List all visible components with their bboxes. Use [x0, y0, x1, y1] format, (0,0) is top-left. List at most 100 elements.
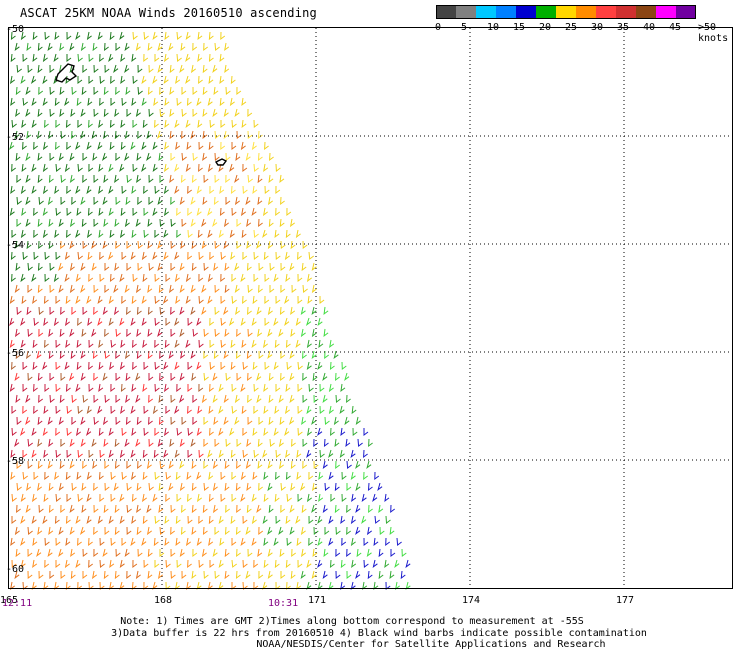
- wind-barb: [164, 339, 170, 349]
- wind-barb: [97, 31, 103, 41]
- wind-barb: [91, 570, 97, 580]
- wind-barb: [356, 548, 362, 558]
- wind-barb: [306, 339, 312, 349]
- wind-barb: [220, 141, 226, 151]
- wind-barb: [334, 482, 340, 492]
- wind-barb: [269, 438, 275, 447]
- wind-barb: [69, 460, 75, 470]
- wind-barb: [65, 581, 71, 591]
- wind-barb: [11, 361, 16, 371]
- wind-barb: [80, 416, 86, 426]
- wind-barb: [126, 263, 132, 271]
- wind-barb: [58, 548, 64, 558]
- wind-barb: [185, 31, 191, 41]
- wind-barb: [120, 75, 126, 85]
- wind-barb: [225, 504, 230, 514]
- wind-barb: [258, 284, 263, 294]
- wind-barb: [104, 328, 109, 338]
- wind-barb: [247, 108, 253, 118]
- wind-barb: [157, 64, 163, 74]
- wind-barb: [47, 416, 53, 426]
- wind-barb: [143, 229, 149, 238]
- wind-barb: [208, 515, 214, 525]
- wind-barb: [165, 493, 171, 503]
- wind-barb: [110, 98, 116, 106]
- wind-barb: [209, 361, 215, 370]
- wind-barb: [33, 229, 39, 239]
- wind-barb: [208, 31, 214, 41]
- wind-barb: [201, 218, 207, 228]
- wind-barb: [176, 493, 182, 502]
- wind-barb: [169, 64, 175, 74]
- wind-barb: [198, 339, 204, 348]
- wind-barb: [143, 31, 149, 40]
- wind-barb: [257, 328, 263, 338]
- wind-barb: [212, 218, 218, 228]
- wind-barb: [58, 284, 64, 294]
- wind-barb: [64, 361, 70, 371]
- wind-barb: [53, 53, 59, 63]
- wind-barb: [103, 570, 109, 580]
- wind-barb: [230, 515, 236, 525]
- wind-barb: [147, 306, 153, 316]
- wind-barb: [48, 504, 54, 514]
- wind-barb: [174, 119, 180, 129]
- wind-barb: [37, 174, 43, 184]
- wind-barb: [99, 273, 105, 282]
- wind-barb: [203, 460, 209, 470]
- wind-barb: [289, 350, 295, 360]
- wind-barb: [256, 394, 262, 404]
- wind-barb: [390, 504, 395, 514]
- wind-barb: [71, 416, 77, 426]
- wind-barb: [268, 218, 274, 228]
- wind-barb: [75, 295, 81, 305]
- wind-barb: [317, 581, 323, 591]
- wind-barb: [154, 383, 160, 392]
- wind-barb: [236, 460, 241, 470]
- wind-barb: [308, 515, 314, 524]
- wind-barb: [223, 350, 229, 360]
- wind-barb: [154, 339, 160, 349]
- wind-barb: [119, 31, 125, 40]
- wind-barb: [247, 284, 253, 293]
- wind-barb: [170, 196, 176, 206]
- wind-barb: [252, 185, 258, 195]
- wind-barb: [43, 449, 49, 459]
- wind-barb: [75, 185, 81, 194]
- wind-barb: [164, 515, 170, 525]
- wind-barb: [236, 328, 241, 338]
- wind-barb: [302, 284, 308, 293]
- wind-barb: [289, 526, 295, 536]
- wind-barb: [175, 471, 181, 481]
- wind-barb: [351, 405, 357, 415]
- wind-barb: [43, 405, 49, 415]
- wind-barb: [55, 449, 61, 458]
- wind-barb: [26, 482, 32, 492]
- wind-barb: [102, 416, 108, 426]
- wind-barb: [235, 152, 241, 162]
- wind-barb: [142, 273, 148, 283]
- wind-barb: [170, 372, 176, 381]
- wind-barb: [10, 537, 16, 547]
- wind-barb: [231, 207, 237, 216]
- wind-barb: [165, 581, 171, 590]
- wind-barb: [181, 570, 187, 579]
- wind-barb: [191, 526, 197, 536]
- wind-barb: [180, 174, 186, 184]
- wind-barb: [48, 438, 54, 448]
- wind-barb: [136, 306, 142, 316]
- wind-barb: [142, 339, 148, 349]
- wind-barb: [313, 460, 319, 469]
- wind-barb: [70, 570, 76, 580]
- wind-barb: [231, 295, 237, 304]
- wind-barb: [137, 86, 143, 95]
- wind-barb: [154, 427, 160, 437]
- wind-barb: [175, 537, 181, 547]
- wind-barb: [317, 559, 323, 569]
- wind-barb: [130, 471, 136, 481]
- wind-barb: [209, 185, 215, 195]
- wind-barb: [196, 361, 202, 370]
- wind-barb: [103, 108, 109, 118]
- wind-barb: [22, 405, 28, 415]
- wind-barb: [209, 427, 214, 437]
